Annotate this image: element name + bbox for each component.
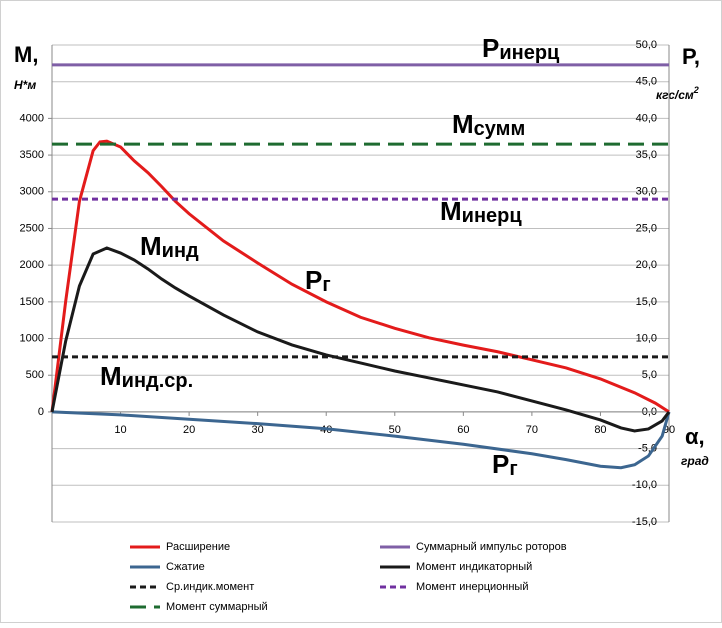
x-tick-label: 80 bbox=[594, 424, 606, 436]
y-tick-label: 3000 bbox=[20, 186, 44, 198]
legend-label: Суммарный импульс роторов bbox=[416, 541, 567, 553]
y2-tick-label: 40,0 bbox=[636, 112, 657, 124]
y-tick-label: 500 bbox=[26, 369, 44, 381]
legend-label: Расширение bbox=[166, 541, 230, 553]
legend-label: Момент инерционный bbox=[416, 581, 528, 593]
y2-tick-label: 25,0 bbox=[636, 222, 657, 234]
x-tick-label: 70 bbox=[526, 424, 538, 436]
y2-unit-text: кгс/см bbox=[656, 88, 694, 102]
annotation-sub: сумм bbox=[474, 118, 526, 140]
y-tick-label: 3500 bbox=[20, 149, 44, 161]
annotation-sub: инд bbox=[162, 240, 199, 262]
annotation-sub: инд.ср. bbox=[122, 370, 194, 392]
annotation-sub: инерц bbox=[499, 42, 560, 64]
y-tick-label: 0 bbox=[38, 406, 44, 418]
x-tick-label: 20 bbox=[183, 424, 195, 436]
y-axis-label: M, bbox=[14, 42, 38, 67]
y-tick-label: 1500 bbox=[20, 296, 44, 308]
x-tick-label: 60 bbox=[457, 424, 469, 436]
annotation: Pг bbox=[492, 449, 518, 480]
y2-axis-unit: кгс/см2 bbox=[656, 85, 699, 102]
annotation: Mинерц bbox=[440, 196, 522, 227]
y-tick-label: 2000 bbox=[20, 259, 44, 271]
y2-tick-label: 15,0 bbox=[636, 296, 657, 308]
series-line bbox=[50, 139, 670, 414]
y2-tick-label: 20,0 bbox=[636, 259, 657, 271]
legend-label: Момент суммарный bbox=[166, 601, 268, 613]
annotation: Mинд bbox=[140, 231, 199, 262]
annotation: Pинерц bbox=[482, 33, 560, 64]
y-axis-unit: Н*м bbox=[14, 78, 36, 92]
annotation-main: M bbox=[100, 361, 122, 391]
annotation-sub: г bbox=[509, 458, 517, 480]
annotation: Mинд.ср. bbox=[100, 361, 193, 392]
x-axis-label: α, bbox=[685, 424, 705, 449]
annotation: Pг bbox=[305, 265, 331, 296]
y2-unit-sup: 2 bbox=[693, 85, 699, 95]
annotation-main: P bbox=[492, 449, 509, 479]
x-tick-label: 30 bbox=[252, 424, 264, 436]
y2-axis-label: P, bbox=[682, 44, 700, 69]
annotation-main: P bbox=[482, 33, 499, 63]
y-tick-label: 4000 bbox=[20, 112, 44, 124]
series-line bbox=[50, 246, 671, 433]
y2-tick-label: 5,0 bbox=[642, 369, 657, 381]
legend-label: Ср.индик.момент bbox=[166, 581, 254, 593]
series-line bbox=[51, 410, 671, 470]
y2-tick-label: 45,0 bbox=[636, 76, 657, 88]
legend-label: Момент индикаторный bbox=[416, 561, 532, 573]
annotation-main: P bbox=[305, 265, 322, 295]
y2-tick-label: 10,0 bbox=[636, 332, 657, 344]
annotation-main: M bbox=[452, 109, 474, 139]
x-axis-unit: град bbox=[681, 454, 709, 468]
x-tick-label: 10 bbox=[114, 424, 126, 436]
y2-tick-label: -15,0 bbox=[632, 516, 657, 528]
legend-label: Сжатие bbox=[166, 561, 205, 573]
annotation: Mсумм bbox=[452, 109, 525, 140]
y-tick-label: 1000 bbox=[20, 332, 44, 344]
y2-tick-label: 30,0 bbox=[636, 186, 657, 198]
x-tick-label: 50 bbox=[389, 424, 401, 436]
annotation-main: M bbox=[140, 231, 162, 261]
y-tick-label: 2500 bbox=[20, 222, 44, 234]
annotation-sub: г bbox=[322, 274, 330, 296]
y2-tick-label: 50,0 bbox=[636, 39, 657, 51]
y2-tick-label: -10,0 bbox=[632, 479, 657, 491]
annotation-sub: инерц bbox=[462, 205, 523, 227]
y2-tick-label: 35,0 bbox=[636, 149, 657, 161]
annotation-main: M bbox=[440, 196, 462, 226]
